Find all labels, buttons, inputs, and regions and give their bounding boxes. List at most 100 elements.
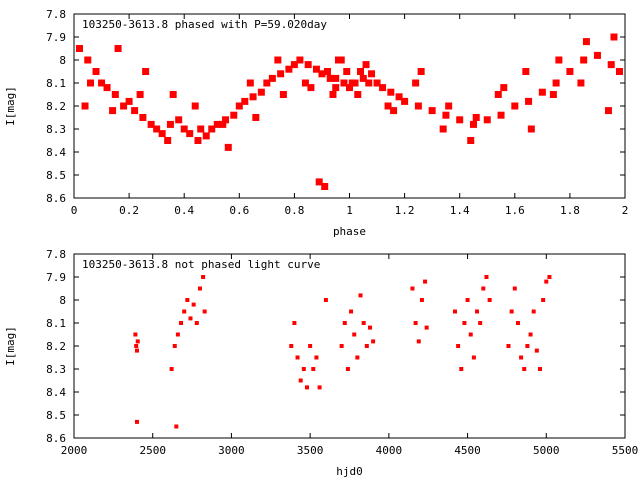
phased-data-point <box>164 137 172 144</box>
unphased-plot-title: 103250-3613.8 not phased light curve <box>82 258 320 271</box>
phased-data-point <box>343 68 351 75</box>
unphased-data-point <box>465 298 470 302</box>
phased-data-point <box>604 107 612 115</box>
unphased-data-point <box>544 279 549 284</box>
phased-data-point <box>379 84 387 92</box>
phased-data-point <box>387 88 395 96</box>
phased-data-point <box>414 102 422 110</box>
unphased-data-point <box>134 419 139 424</box>
unphased-data-point <box>339 344 344 348</box>
phased-data-point <box>577 79 585 87</box>
phased-data-point <box>274 56 282 64</box>
phased-data-point <box>412 79 420 87</box>
phased-y-tick-label: 8.4 <box>46 146 66 159</box>
phased-data-point <box>615 68 623 75</box>
phased-data-point <box>340 79 348 87</box>
unphased-data-point <box>364 344 369 348</box>
phased-data-point <box>326 74 334 82</box>
phased-y-tick-label: 7.9 <box>46 31 66 44</box>
unphased-data-point <box>345 367 350 371</box>
phased-data-point <box>527 125 535 133</box>
phased-data-point <box>186 130 194 138</box>
phased-data-point <box>552 79 560 87</box>
phased-x-tick-label: 1.8 <box>560 204 580 217</box>
phased-data-point <box>315 178 323 186</box>
phased-data-point <box>279 91 287 98</box>
phased-x-tick-label: 0.6 <box>229 204 249 217</box>
unphased-data-point <box>134 344 139 348</box>
phased-data-point <box>103 84 111 92</box>
phased-data-point <box>417 68 425 75</box>
unphased-data-point <box>515 321 520 325</box>
unphased-data-point <box>197 286 202 291</box>
unphased-data-point <box>323 298 328 302</box>
phased-data-point <box>390 107 398 115</box>
unphased-y-tick-label: 8.3 <box>46 363 66 376</box>
phased-data-point <box>472 114 480 121</box>
unphased-data-point <box>135 339 140 344</box>
phased-y-tick-label: 8.3 <box>46 123 66 136</box>
phased-y-tick-label: 8 <box>59 54 66 67</box>
phased-data-point <box>582 38 590 46</box>
unphased-data-point <box>424 325 429 330</box>
phased-x-tick-label: 1.4 <box>450 204 470 217</box>
unphased-data-point <box>547 275 552 279</box>
phased-data-point <box>456 116 464 124</box>
unphased-data-point <box>410 286 415 291</box>
phased-data-point <box>224 143 232 151</box>
unphased-y-tick-label: 8.2 <box>46 340 66 353</box>
phased-data-point <box>249 93 257 101</box>
phased-data-point <box>494 91 502 98</box>
phased-data-point <box>277 70 285 78</box>
unphased-data-point <box>295 355 300 360</box>
phased-data-point <box>296 56 304 64</box>
phased-y-axis-label: I[mag] <box>4 86 17 126</box>
unphased-data-point <box>185 298 190 302</box>
phased-data-point <box>285 65 293 73</box>
phased-data-point <box>607 61 615 69</box>
phased-x-tick-label: 2 <box>622 204 629 217</box>
phased-data-point <box>610 33 618 41</box>
unphased-x-tick-label: 2500 <box>139 444 166 457</box>
unphased-y-tick-label: 8 <box>59 294 66 307</box>
unphased-data-point <box>179 321 184 325</box>
unphased-data-point <box>462 321 467 325</box>
unphased-data-point <box>481 286 486 291</box>
phased-data-point <box>197 125 205 133</box>
unphased-data-point <box>298 378 303 383</box>
unphased-data-point <box>194 321 199 325</box>
phased-data-point <box>522 68 530 75</box>
phased-data-point <box>125 97 133 105</box>
phased-data-point <box>467 137 475 144</box>
unphased-data-point <box>358 293 363 298</box>
phased-data-point <box>329 91 337 98</box>
phased-data-point <box>175 116 183 124</box>
phased-data-point <box>384 102 392 110</box>
phased-y-tick-label: 7.8 <box>46 8 66 21</box>
unphased-data-point <box>188 316 193 321</box>
phased-data-point <box>213 120 221 128</box>
phased-data-point <box>120 102 128 110</box>
unphased-data-point <box>361 321 366 325</box>
phased-data-point <box>147 120 155 128</box>
phased-data-point <box>357 68 365 75</box>
unphased-data-point <box>416 339 421 344</box>
phased-data-point <box>428 107 436 115</box>
unphased-data-point <box>452 309 457 314</box>
unphased-y-axis-label: I[mag] <box>4 326 17 366</box>
phased-data-point <box>166 120 174 128</box>
phased-data-point <box>301 79 309 87</box>
unphased-data-point <box>191 302 196 307</box>
unphased-data-point <box>133 332 138 337</box>
phased-data-point <box>109 107 117 115</box>
unphased-data-point <box>537 367 542 371</box>
phased-data-point <box>318 70 326 78</box>
phased-data-point <box>194 137 202 144</box>
phased-data-point <box>337 56 345 64</box>
phased-data-point <box>362 61 370 69</box>
unphased-data-point <box>169 367 174 371</box>
phased-data-point <box>401 97 409 105</box>
unphased-data-point <box>304 385 309 390</box>
phased-data-point <box>593 51 601 59</box>
